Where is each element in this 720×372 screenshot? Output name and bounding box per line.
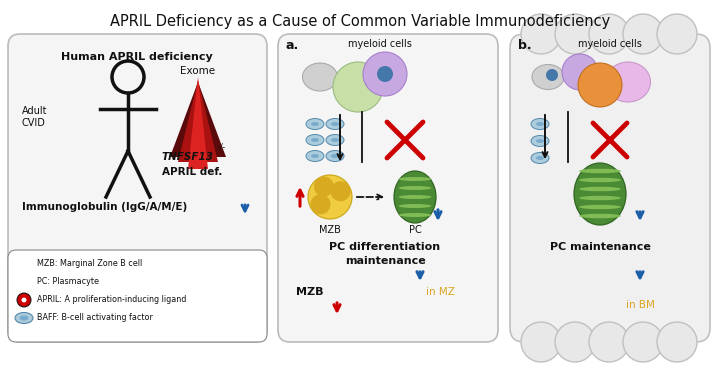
Ellipse shape	[579, 214, 621, 218]
Text: APRIL def.: APRIL def.	[162, 167, 222, 177]
Circle shape	[555, 14, 595, 54]
FancyBboxPatch shape	[8, 34, 267, 342]
FancyBboxPatch shape	[510, 34, 710, 342]
Text: APRIL: A proliferation-inducing ligand: APRIL: A proliferation-inducing ligand	[37, 295, 186, 305]
Text: in BM: in BM	[626, 300, 654, 310]
Text: Exome: Exome	[181, 66, 215, 76]
Text: PC differentiation: PC differentiation	[330, 242, 441, 252]
Ellipse shape	[536, 122, 544, 126]
FancyBboxPatch shape	[278, 34, 498, 342]
Circle shape	[578, 63, 622, 107]
Circle shape	[377, 66, 393, 82]
Ellipse shape	[311, 138, 319, 142]
Ellipse shape	[398, 195, 431, 199]
Ellipse shape	[398, 177, 431, 181]
Ellipse shape	[15, 312, 33, 324]
Ellipse shape	[331, 138, 339, 142]
Circle shape	[623, 14, 663, 54]
Ellipse shape	[19, 315, 29, 321]
Circle shape	[623, 322, 663, 362]
Ellipse shape	[326, 135, 344, 145]
Circle shape	[22, 298, 27, 302]
Text: -/-: -/-	[218, 143, 226, 152]
Circle shape	[562, 54, 598, 90]
Ellipse shape	[311, 122, 319, 126]
Ellipse shape	[306, 151, 324, 161]
Text: APRIL Deficiency as a Cause of Common Variable Immunodeficiency: APRIL Deficiency as a Cause of Common Va…	[110, 14, 610, 29]
Ellipse shape	[306, 135, 324, 145]
Ellipse shape	[579, 169, 621, 173]
Text: a.: a.	[285, 39, 298, 52]
Text: MZB: Marginal Zone B cell: MZB: Marginal Zone B cell	[37, 260, 143, 269]
Circle shape	[363, 52, 407, 96]
Text: in MZ: in MZ	[426, 287, 454, 297]
Circle shape	[546, 69, 558, 81]
Circle shape	[521, 14, 561, 54]
Circle shape	[330, 181, 351, 201]
Text: PC: PC	[409, 225, 421, 235]
Text: Adult
CVID: Adult CVID	[22, 106, 48, 128]
Circle shape	[657, 322, 697, 362]
Ellipse shape	[579, 196, 621, 200]
Circle shape	[555, 322, 595, 362]
Ellipse shape	[531, 153, 549, 164]
Ellipse shape	[579, 205, 621, 209]
Ellipse shape	[536, 156, 544, 160]
Ellipse shape	[394, 171, 436, 223]
Ellipse shape	[398, 186, 431, 190]
Circle shape	[308, 175, 352, 219]
Circle shape	[589, 14, 629, 54]
Circle shape	[17, 293, 31, 307]
Ellipse shape	[579, 187, 621, 191]
Circle shape	[657, 14, 697, 54]
Text: PC: Plasmacyte: PC: Plasmacyte	[37, 278, 99, 286]
Text: myeloid cells: myeloid cells	[348, 39, 412, 49]
Ellipse shape	[331, 122, 339, 126]
Circle shape	[521, 322, 561, 362]
Polygon shape	[188, 77, 208, 169]
Polygon shape	[178, 80, 218, 162]
Ellipse shape	[531, 135, 549, 147]
Ellipse shape	[326, 151, 344, 161]
Ellipse shape	[398, 204, 431, 208]
Text: BAFF: B-cell activating factor: BAFF: B-cell activating factor	[37, 314, 153, 323]
Polygon shape	[170, 82, 226, 157]
Ellipse shape	[398, 213, 431, 217]
Text: MZB: MZB	[319, 225, 341, 235]
Circle shape	[310, 194, 330, 214]
Circle shape	[333, 62, 383, 112]
FancyBboxPatch shape	[8, 250, 267, 342]
Text: TNFSF13: TNFSF13	[162, 152, 214, 162]
Text: myeloid cells: myeloid cells	[578, 39, 642, 49]
Ellipse shape	[306, 119, 324, 129]
Text: b.: b.	[518, 39, 531, 52]
Text: maintenance: maintenance	[345, 256, 426, 266]
Ellipse shape	[331, 154, 339, 158]
Ellipse shape	[579, 178, 621, 182]
Text: Immunoglobulin (IgG/A/M/E): Immunoglobulin (IgG/A/M/E)	[22, 202, 187, 212]
Ellipse shape	[326, 119, 344, 129]
Text: MZB: MZB	[296, 287, 324, 297]
Text: PC maintenance: PC maintenance	[549, 242, 650, 252]
Ellipse shape	[574, 163, 626, 225]
Ellipse shape	[531, 119, 549, 129]
Ellipse shape	[606, 62, 650, 102]
Text: Human APRIL deficiency: Human APRIL deficiency	[61, 52, 213, 62]
Ellipse shape	[311, 154, 319, 158]
Circle shape	[314, 177, 334, 197]
Ellipse shape	[302, 63, 338, 91]
Circle shape	[589, 322, 629, 362]
Ellipse shape	[536, 139, 544, 143]
Ellipse shape	[532, 64, 564, 90]
